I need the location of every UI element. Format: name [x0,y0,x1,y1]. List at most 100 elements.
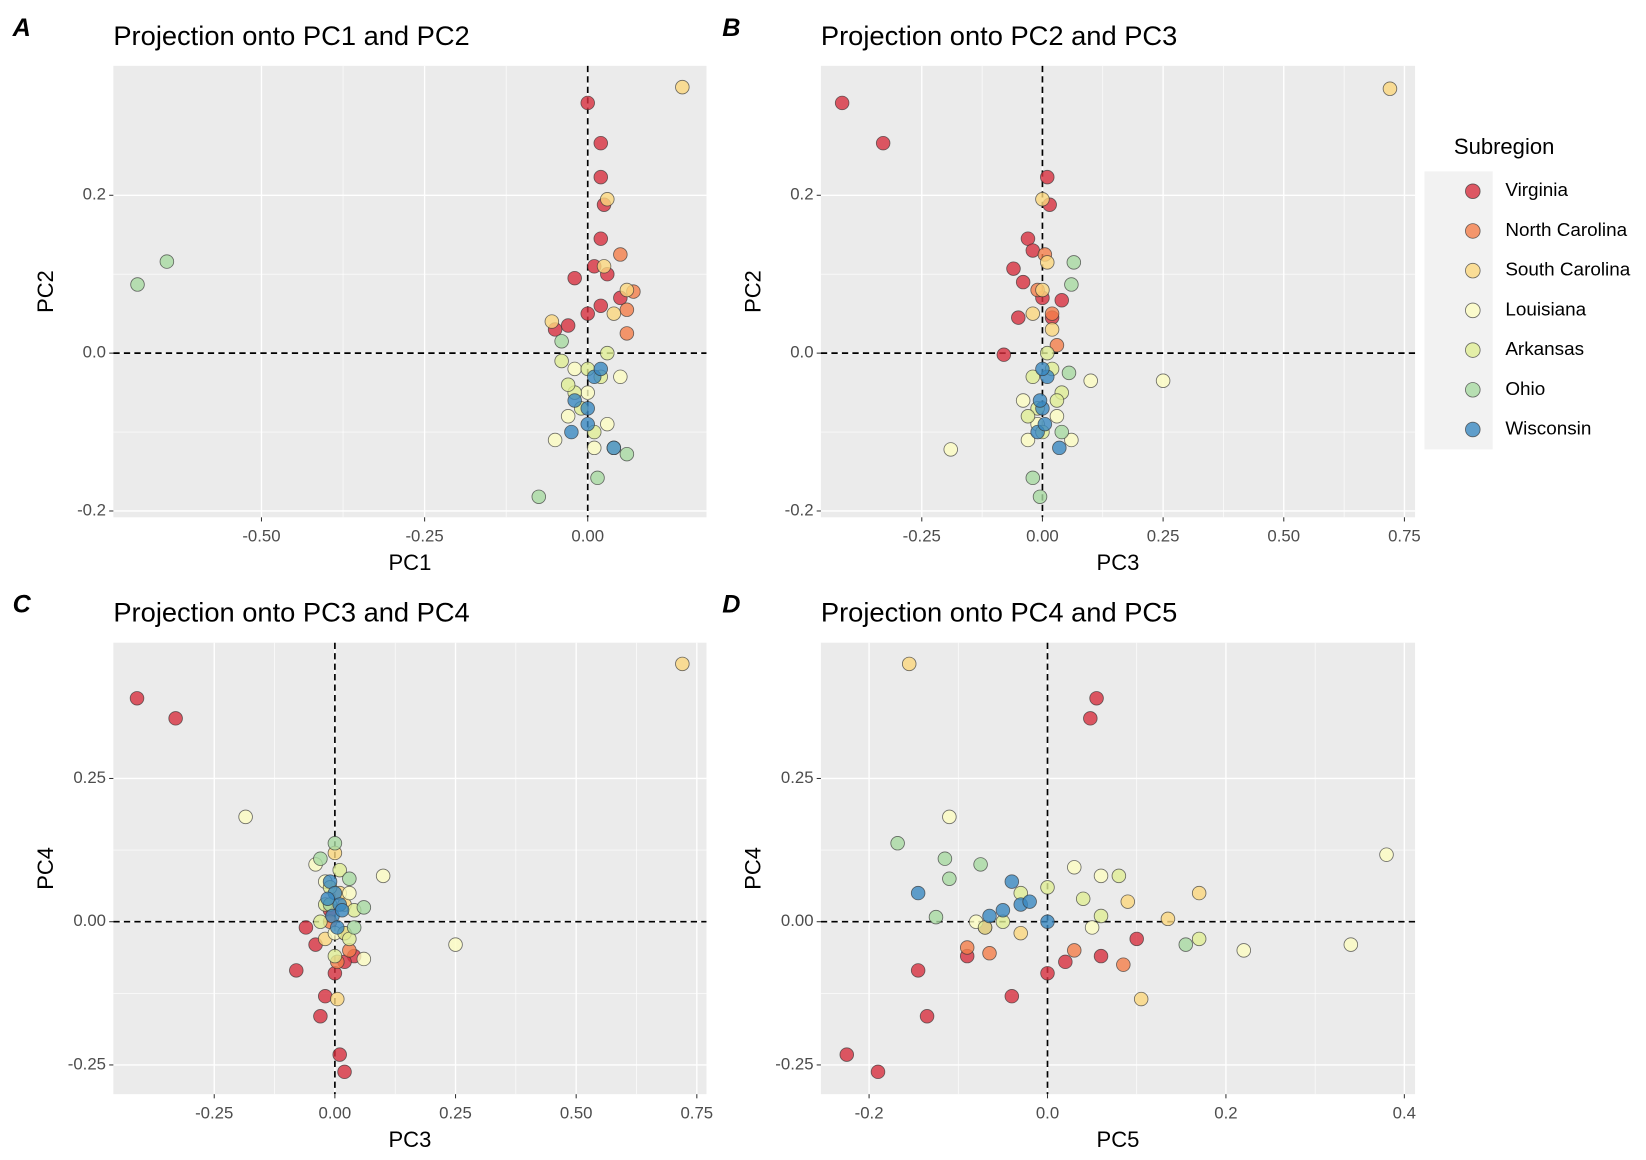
point [619,282,635,298]
point [334,903,350,918]
point [1013,925,1028,941]
y-tick-label: 0.2 [790,185,813,204]
point [1075,891,1091,907]
point [327,948,343,964]
plot-background [113,642,707,1095]
point [1116,957,1131,972]
point [1040,169,1055,185]
y-axis-label: PC4 [741,847,766,890]
y-axis-label: PC2 [741,270,766,313]
point [600,345,615,361]
point [580,385,595,400]
point [1061,365,1077,381]
point [313,914,328,929]
point [587,440,602,456]
point [1379,847,1394,862]
point [1035,192,1050,207]
point [1054,424,1069,440]
point [834,95,850,111]
point [606,440,622,456]
point [1343,937,1359,952]
point [1160,911,1176,927]
chart-title: Projection onto PC2 and PC3 [821,20,1177,51]
point [448,937,463,952]
point [613,369,628,385]
panel-label: C [13,591,32,619]
point [1040,966,1055,981]
legend-label: South Carolina [1505,259,1630,280]
point [593,298,609,313]
point [942,871,957,886]
point [1382,81,1398,96]
x-tick-label: 0.25 [439,1103,472,1122]
point [580,401,595,416]
x-tick-label: -0.25 [195,1103,233,1122]
point [1129,931,1144,947]
point [320,891,335,907]
point [1133,991,1149,1007]
x-tick-label: 0.50 [560,1103,593,1122]
legend-label: Arkansas [1505,338,1584,359]
point [1025,306,1041,321]
point [567,361,582,377]
point [1020,409,1036,424]
legend-key-background [1424,171,1493,450]
point [313,1009,328,1024]
chart-title: Projection onto PC1 and PC2 [113,20,469,51]
point [346,920,362,935]
y-tick-label: 0.0 [83,343,106,362]
point [996,347,1012,362]
point [332,862,347,878]
x-axis-label: PC1 [388,550,431,575]
y-tick-label: -0.2 [785,500,814,519]
x-tick-label: 0.00 [1026,527,1059,546]
y-axis-label: PC4 [33,847,58,890]
point [1049,338,1065,353]
point [890,836,905,851]
point [982,908,997,924]
point [1032,393,1048,408]
legend-swatch [1465,421,1481,438]
plot-background [820,642,1416,1095]
x-tick-label: 0.75 [680,1103,713,1122]
point [593,361,609,377]
point [995,903,1011,918]
point [564,424,579,440]
legend-swatch [1465,262,1481,279]
y-tick-label: 0.0 [790,343,813,362]
point [327,836,343,851]
point [238,809,253,825]
y-axis-label: PC2 [33,270,58,313]
point [1040,345,1055,361]
point [298,920,314,935]
x-axis-label: PC3 [1097,550,1140,575]
point [1022,894,1037,909]
plot-background [820,65,1416,518]
point [1067,860,1082,875]
point [1066,255,1082,270]
panel-label: D [722,591,740,619]
point [580,416,595,432]
y-tick-label: 0.2 [83,185,106,204]
point [1004,874,1020,889]
point [337,1064,352,1080]
legend-swatch [1465,382,1481,398]
point [619,302,635,317]
point [982,946,997,961]
chart-title: Projection onto PC4 and PC5 [821,597,1177,628]
point [1044,322,1060,337]
point [580,306,595,321]
point [675,656,690,672]
point [1178,937,1194,952]
point [356,900,372,915]
point [942,809,957,825]
point [1025,243,1041,258]
chart-title: Projection onto PC3 and PC4 [113,597,469,628]
legend-label: North Carolina [1505,219,1627,240]
x-tick-label: 0.4 [1393,1103,1416,1122]
point [544,314,560,329]
point [129,691,145,706]
legend-label: Wisconsin [1505,418,1591,439]
point [1111,868,1127,884]
